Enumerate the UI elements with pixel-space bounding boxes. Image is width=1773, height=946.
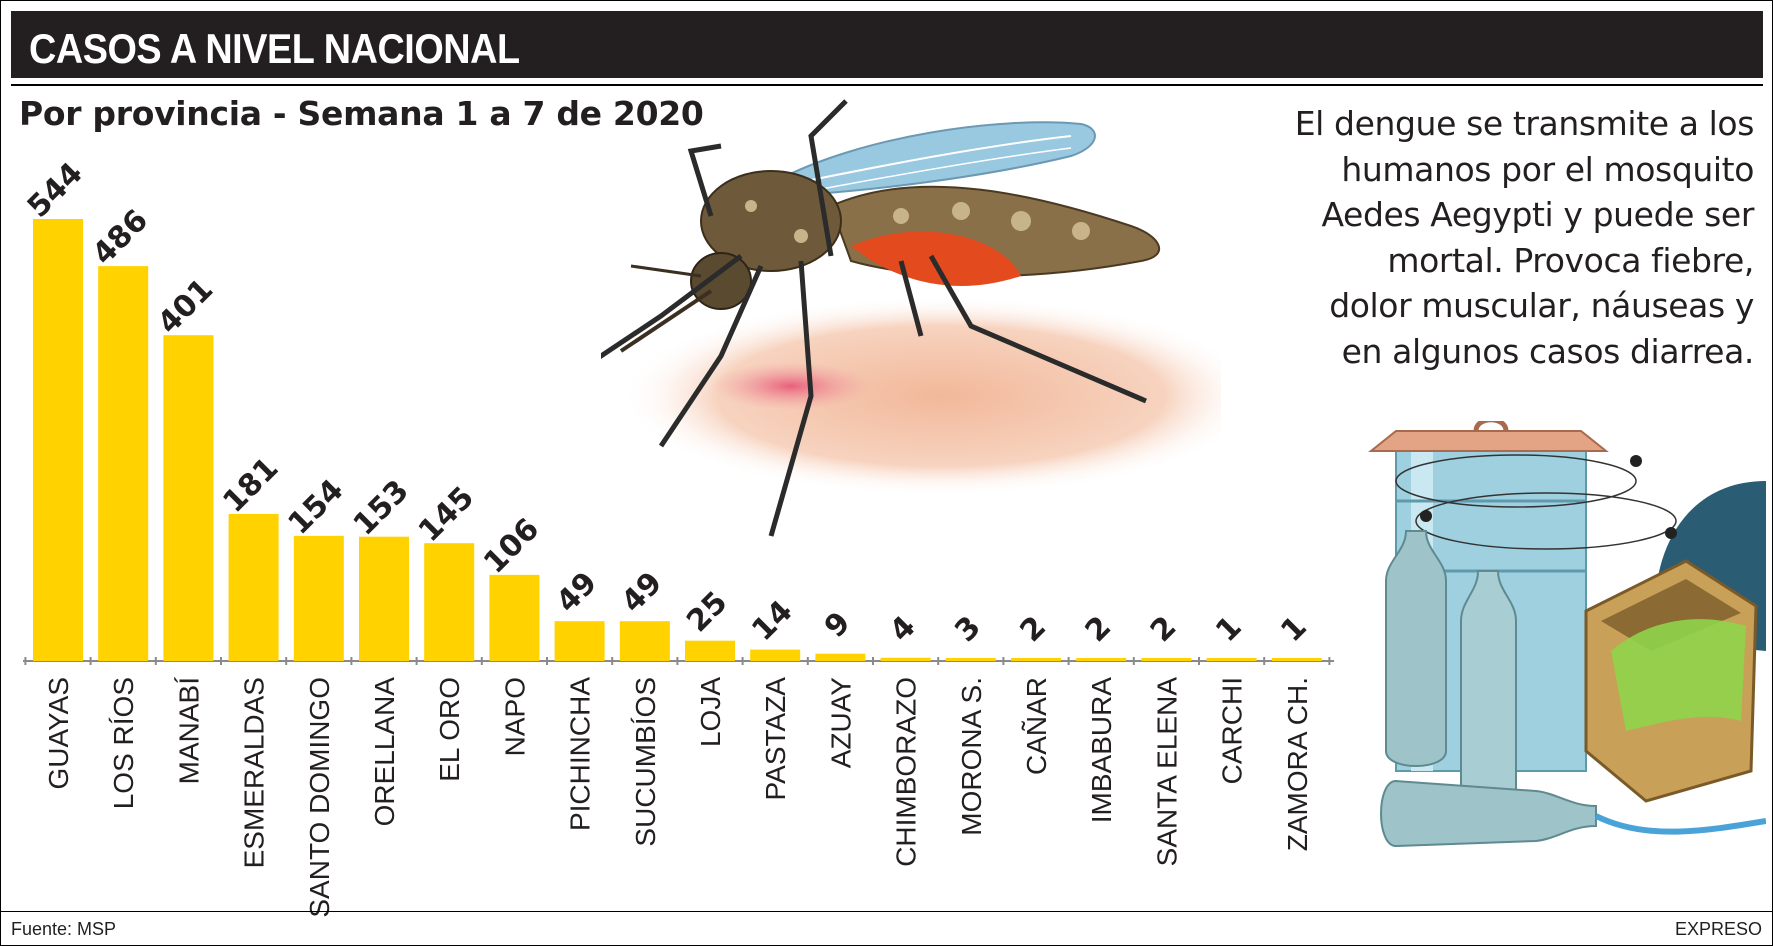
info-line: Aedes Aegypti y puede ser: [1321, 195, 1754, 234]
value-label-15: 2: [1014, 610, 1054, 650]
value-label-0: 544: [21, 156, 90, 225]
value-label-4: 154: [282, 473, 351, 542]
category-label-18: CARCHI: [1217, 677, 1248, 784]
bar-17: [1141, 658, 1192, 661]
bar-5: [359, 536, 409, 661]
category-label-4: SANTO DOMINGO: [304, 677, 335, 918]
category-label-16: IMBABURA: [1086, 677, 1117, 824]
category-label-3: ESMERALDAS: [239, 677, 270, 868]
value-label-2: 401: [151, 272, 220, 341]
bar-2: [163, 335, 214, 661]
page-title: CASOS A NIVEL NACIONAL: [29, 25, 520, 72]
category-label-12: AZUAY: [825, 677, 856, 769]
category-label-1: LOS RÍOS: [108, 677, 139, 809]
value-label-14: 3: [948, 610, 988, 650]
category-label-0: GUAYAS: [43, 677, 74, 790]
value-label-12: 9: [818, 605, 858, 645]
value-label-18: 1: [1209, 610, 1249, 650]
value-label-8: 49: [550, 565, 604, 619]
value-label-7: 106: [477, 512, 546, 581]
bar-7: [489, 574, 540, 661]
value-label-11: 14: [745, 594, 799, 648]
category-label-13: CHIMBORAZO: [891, 677, 922, 867]
category-label-5: ORELLANA: [369, 677, 400, 827]
bar-3: [228, 513, 279, 661]
bar-16: [1076, 658, 1127, 661]
bar-12: [815, 653, 866, 661]
info-line: humanos por el mosquito: [1341, 149, 1754, 189]
divider-top: [11, 84, 1763, 86]
bar-14: [945, 658, 996, 661]
bar-8: [554, 621, 605, 661]
category-label-17: SANTA ELENA: [1151, 677, 1182, 867]
bar-10: [685, 640, 735, 661]
category-label-19: ZAMORA CH.: [1282, 677, 1313, 851]
category-label-7: NAPO: [499, 677, 530, 756]
value-label-9: 49: [615, 565, 669, 619]
value-label-6: 145: [412, 480, 481, 549]
bar-6: [424, 543, 475, 661]
value-label-13: 4: [883, 609, 923, 649]
category-label-8: PICHINCHA: [565, 677, 596, 831]
divider-bottom: [1, 911, 1772, 912]
brand-label: EXPRESO: [1674, 919, 1762, 939]
value-label-10: 25: [680, 585, 734, 639]
category-label-10: LOJA: [695, 677, 726, 747]
bar-18: [1206, 658, 1257, 661]
category-label-9: SUCUMBÍOS: [630, 677, 661, 847]
source-label: Fuente: MSP: [11, 919, 117, 939]
value-label-5: 153: [347, 473, 416, 542]
value-label-3: 181: [216, 451, 285, 520]
chart-subtitle: Por provincia - Semana 1 a 7 de 2020: [19, 94, 704, 133]
info-line: dolor muscular, náuseas y: [1329, 286, 1754, 325]
info-line: El dengue se transmite a los: [1294, 104, 1755, 143]
bar-1: [98, 266, 149, 661]
water-container-illustration: [1368, 421, 1766, 848]
bar-9: [619, 621, 670, 661]
dengue-info-text: El dengue se transmite a los humanos por…: [1234, 101, 1755, 374]
bar-19: [1271, 658, 1322, 661]
value-label-1: 486: [86, 203, 155, 272]
info-line: en algunos casos diarrea.: [1341, 331, 1755, 371]
bar-4: [293, 535, 344, 661]
bar-13: [880, 657, 931, 661]
bar-15: [1011, 658, 1061, 661]
bar-11: [750, 649, 801, 661]
category-label-14: MORONA S.: [956, 677, 987, 836]
value-label-16: 2: [1079, 610, 1119, 650]
info-line: mortal. Provoca fiebre,: [1387, 240, 1754, 280]
category-label-2: MANABÍ: [173, 677, 204, 785]
category-label-6: EL ORO: [434, 677, 465, 782]
value-label-19: 1: [1274, 610, 1314, 650]
mosquito-illustration: [601, 99, 1221, 537]
value-label-17: 2: [1144, 610, 1184, 650]
category-label-15: CAÑAR: [1021, 677, 1052, 775]
category-label-11: PASTAZA: [760, 677, 791, 801]
header-bar: CASOS A NIVEL NACIONAL: [11, 11, 1763, 78]
bar-0: [33, 219, 83, 661]
